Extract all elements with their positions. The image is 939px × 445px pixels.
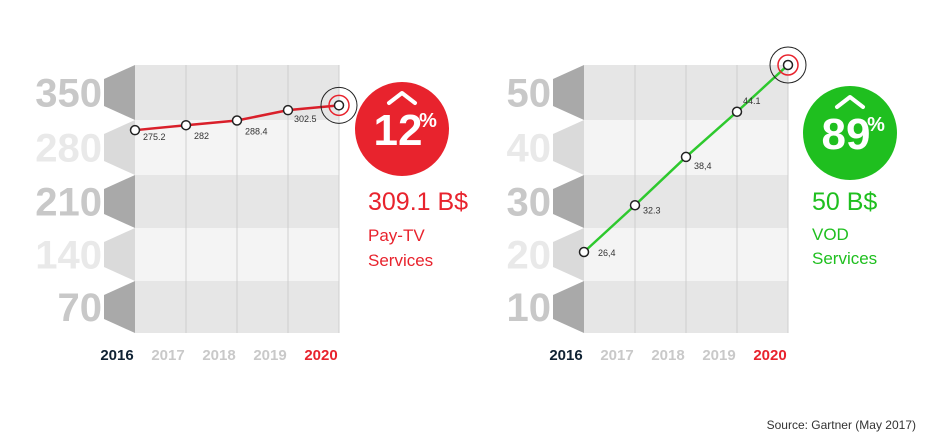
plot-wall [553, 281, 584, 333]
growth-percent-sign: % [419, 110, 437, 132]
service-label-line2: Services [368, 251, 433, 270]
plot-wall [104, 175, 135, 228]
growth-badge [803, 86, 897, 180]
y-tick-label: 30 [507, 181, 552, 225]
highlight-ring-inner [777, 54, 799, 76]
y-tick-label: 350 [35, 72, 102, 116]
y-tick-label: 20 [507, 234, 552, 278]
data-label: 44.1 [743, 96, 761, 106]
service-label-line2: Services [812, 249, 877, 268]
x-tick-label: 2018 [202, 347, 235, 364]
y-tick-label: 210 [35, 181, 102, 225]
growth-value: 89 [822, 110, 871, 159]
plot-wall [553, 120, 584, 175]
data-label: 38,4 [694, 161, 712, 171]
x-tick-label: 2018 [651, 347, 684, 364]
caret-up-icon [835, 95, 865, 109]
data-point [731, 106, 743, 117]
data-point [629, 200, 641, 211]
data-label: 32.3 [643, 205, 661, 215]
growth-percent-sign: % [867, 114, 885, 136]
y-tick-label: 40 [507, 127, 552, 171]
service-label-line1: Pay-TV [368, 226, 425, 245]
highlight-ring-outer [769, 46, 807, 84]
x-tick-label: 2020 [304, 347, 337, 364]
x-tick-label: 2016 [100, 347, 133, 364]
data-label: 26,4 [598, 248, 616, 258]
caret-up-icon [387, 91, 417, 105]
x-tick-label: 2019 [702, 347, 735, 364]
service-label-line1: VOD [812, 225, 849, 244]
highlight-ring-inner [328, 94, 350, 117]
data-label: 288.4 [245, 127, 268, 137]
plot-wall [104, 120, 135, 175]
data-point [282, 104, 294, 116]
x-tick-label: 2020 [753, 347, 786, 364]
plot-wall [553, 175, 584, 228]
x-tick-label: 2017 [151, 347, 184, 364]
data-point [782, 59, 794, 71]
highlight-ring-outer [320, 86, 358, 124]
data-point [680, 151, 692, 163]
data-point [333, 100, 345, 111]
data-label: 282 [194, 131, 209, 141]
plot-wall [104, 228, 135, 281]
y-tick-label: 70 [58, 286, 103, 330]
y-tick-label: 10 [507, 286, 552, 330]
growth-value: 12 [374, 106, 423, 155]
y-tick-label: 140 [35, 234, 102, 278]
x-tick-label: 2017 [600, 347, 633, 364]
data-point [231, 115, 243, 126]
y-tick-label: 280 [35, 127, 102, 171]
data-point [180, 119, 192, 131]
amount-label: 309.1 B$ [368, 188, 468, 216]
plot-wall [553, 65, 584, 120]
data-label: 275.2 [143, 132, 166, 142]
plot-wall [104, 281, 135, 333]
plot-wall [104, 65, 135, 120]
x-tick-label: 2019 [253, 347, 286, 364]
growth-badge [355, 82, 449, 176]
data-point [129, 124, 141, 136]
amount-label: 50 B$ [812, 188, 877, 216]
data-label: 302.5 [294, 114, 317, 124]
y-tick-label: 50 [507, 72, 552, 116]
data-point [578, 246, 590, 258]
source-note: Source: Gartner (May 2017) [767, 418, 916, 432]
plot-wall [553, 228, 584, 281]
x-tick-label: 2016 [549, 347, 582, 364]
